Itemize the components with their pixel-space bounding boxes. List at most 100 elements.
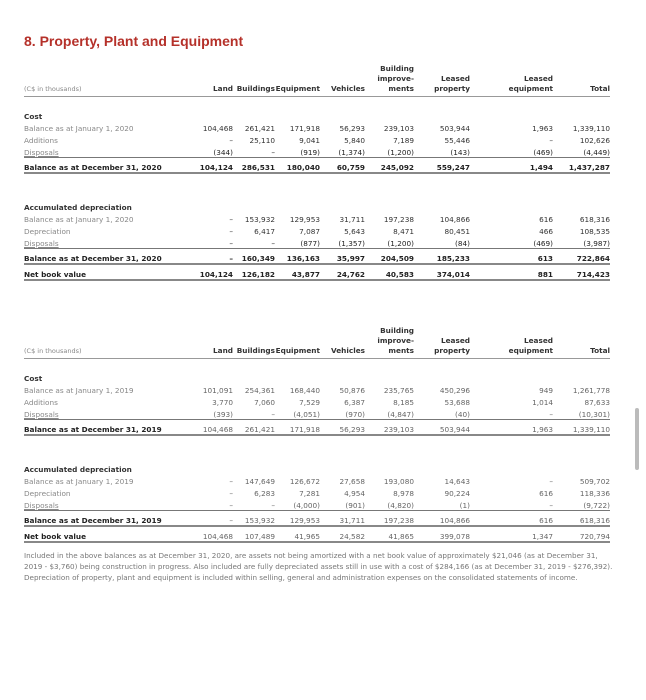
- cell-value: 90,224: [444, 489, 470, 498]
- cell-value: 503,944: [439, 124, 470, 133]
- column-header: Land: [196, 320, 233, 359]
- table-row: Additions 3,770 7,060 7,529 6,387 8,185 53,688…: [24, 395, 610, 407]
- header-row: (C$ in thousands) Land Buildings Equipment V…: [24, 58, 610, 97]
- cell-value: 40,583: [365, 264, 414, 281]
- cell-value: 24,582: [320, 526, 365, 543]
- column-header: Land: [196, 58, 233, 97]
- cell-value: (1,357): [320, 236, 365, 249]
- cell-value: –: [470, 498, 553, 511]
- cell-value: 7,529: [299, 398, 320, 407]
- table-row: Disposals – – (4,000) (901) (4,820) (1) – (9,722…: [24, 498, 610, 511]
- row-label: Additions: [24, 398, 58, 407]
- cell-value: 1,963: [532, 124, 553, 133]
- cell-value: –: [549, 136, 553, 145]
- cell-value: 126,182: [233, 264, 275, 281]
- cell-value: 55,446: [444, 136, 470, 145]
- section-heading-row: Accumulated depreciation: [24, 460, 610, 474]
- row-label: Net book value: [24, 264, 196, 281]
- cell-value: (877): [275, 236, 320, 249]
- column-header: Equipment: [275, 58, 320, 97]
- table-row: Disposals (344) – (919) (1,374) (1,200) (143)(…: [24, 145, 610, 158]
- units-label: (C$ in thousands): [24, 320, 196, 359]
- row-label: Balance as at December 31, 2019: [24, 510, 196, 527]
- cell-value: 616: [539, 215, 553, 224]
- cell-value: 374,014: [414, 264, 470, 281]
- column-header: Vehicles: [320, 320, 365, 359]
- cell-value: 41,865: [365, 526, 414, 543]
- cell-value: 1,339,110: [553, 419, 610, 436]
- cell-value: (40): [414, 407, 470, 420]
- cell-value: 107,489: [233, 526, 275, 543]
- cell-value: 153,932: [244, 215, 275, 224]
- table-row: Disposals – – (877) (1,357) (1,200) (84) (469)(…: [24, 236, 610, 249]
- section-heading: Cost: [24, 374, 43, 383]
- cell-value: 3,770: [212, 398, 233, 407]
- cell-value: 509,702: [579, 477, 610, 486]
- cell-value: 4,954: [344, 489, 365, 498]
- cell-value: 104,468: [196, 419, 233, 436]
- cell-value: 25,110: [249, 136, 275, 145]
- column-header: Total: [553, 58, 610, 97]
- header-row: (C$ in thousands) Land Buildings Equipment V…: [24, 320, 610, 359]
- section-heading: Cost: [24, 112, 43, 121]
- cell-value: 104,468: [196, 526, 233, 543]
- scrollbar[interactable]: [635, 408, 639, 470]
- cell-value: (1,200): [365, 145, 414, 158]
- cell-value: 180,040: [275, 157, 320, 174]
- row-label: Balance as at December 31, 2020: [24, 157, 196, 174]
- cell-value: 613: [470, 248, 553, 265]
- cell-value: (4,051): [275, 407, 320, 420]
- cell-value: –: [196, 498, 233, 511]
- cell-value: 136,163: [275, 248, 320, 265]
- cell-value: 239,103: [383, 124, 414, 133]
- section-heading-row: Accumulated depreciation: [24, 198, 610, 212]
- cell-value: –: [229, 136, 233, 145]
- cell-value: 9,041: [299, 136, 320, 145]
- units-label: (C$ in thousands): [24, 58, 196, 97]
- cell-value: 1,014: [532, 398, 553, 407]
- cell-value: (919): [275, 145, 320, 158]
- section-heading: Accumulated depreciation: [24, 203, 132, 212]
- row-label: Depreciation: [24, 227, 71, 236]
- table-row: Depreciation – 6,417 7,087 5,643 8,471 80,451 4…: [24, 224, 610, 236]
- cell-value: –: [233, 236, 275, 249]
- cell-value: (143): [414, 145, 470, 158]
- cell-value: 618,316: [579, 215, 610, 224]
- cell-value: –: [229, 227, 233, 236]
- cell-value: 254,361: [244, 386, 275, 395]
- cell-value: 261,421: [244, 124, 275, 133]
- cell-value: (10,301): [553, 407, 610, 420]
- row-label: Balance as at December 31, 2019: [24, 419, 196, 436]
- column-header: Leased property: [414, 320, 470, 359]
- cell-value: –: [233, 498, 275, 511]
- cell-value: (4,000): [275, 498, 320, 511]
- cell-value: 104,124: [196, 264, 233, 281]
- cell-value: –: [229, 215, 233, 224]
- cell-value: 714,423: [553, 264, 610, 281]
- row-label: Balance as at January 1, 2020: [24, 124, 134, 133]
- cell-value: (344): [196, 145, 233, 158]
- row-label: Disposals: [24, 498, 196, 511]
- section-title: 8. Property, Plant and Equipment: [24, 33, 244, 49]
- row-label: Disposals: [24, 407, 196, 420]
- cell-value: 286,531: [233, 157, 275, 174]
- column-header: Building improve-ments: [365, 320, 414, 359]
- cell-value: 1,494: [470, 157, 553, 174]
- column-header: Buildings: [233, 320, 275, 359]
- cell-value: 5,840: [344, 136, 365, 145]
- cell-value: 7,060: [254, 398, 275, 407]
- cell-value: 503,944: [414, 419, 470, 436]
- cell-value: 35,997: [320, 248, 365, 265]
- section-heading: Accumulated depreciation: [24, 465, 132, 474]
- column-header: Buildings: [233, 58, 275, 97]
- table-row: Net book value 104,124 126,182 43,877 24,762…: [24, 264, 610, 281]
- cell-value: 31,711: [339, 215, 365, 224]
- cell-value: 235,765: [383, 386, 414, 395]
- cell-value: 1,347: [470, 526, 553, 543]
- row-label: Depreciation: [24, 489, 71, 498]
- row-label: Additions: [24, 136, 58, 145]
- footnote: Included in the above balances as at Dec…: [24, 551, 613, 582]
- cell-value: 129,953: [289, 215, 320, 224]
- cell-value: (4,847): [365, 407, 414, 420]
- cell-value: (469): [470, 145, 553, 158]
